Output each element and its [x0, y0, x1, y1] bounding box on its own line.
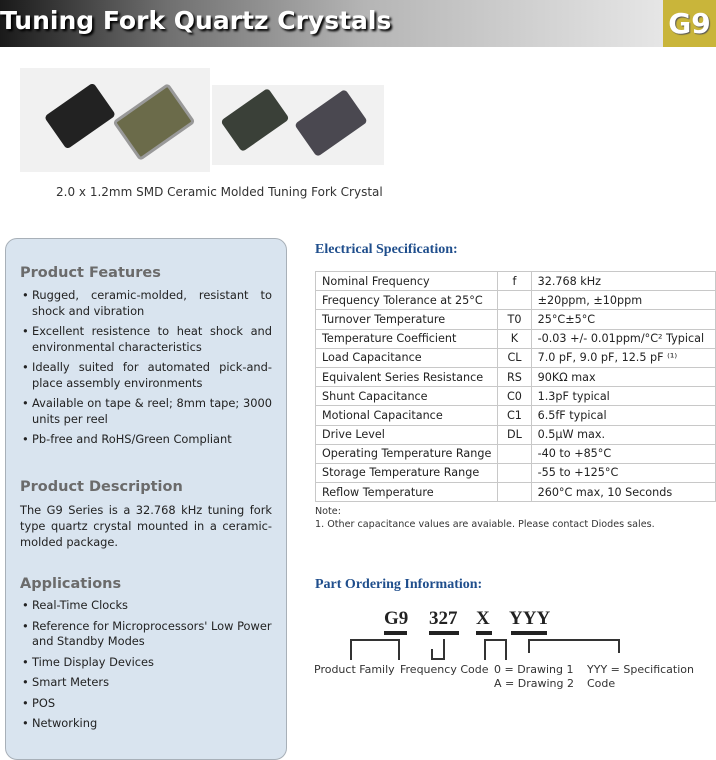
list-item: Networking — [20, 716, 272, 732]
symbol-cell: K — [497, 328, 532, 349]
symbol-cell: T0 — [497, 309, 532, 330]
list-item: Ideally suited for automated pick-and-pl… — [20, 360, 272, 391]
table-row: Equivalent Series Resistance RS 90KΩ max — [314, 366, 716, 388]
parameter-cell: Frequency Tolerance at 25°C — [314, 290, 499, 311]
table-row: Drive Level DL 0.5μW max. — [314, 424, 716, 445]
parameter-cell: Motional Capacitance — [314, 405, 499, 426]
value-cell: 1.3pF typical — [530, 386, 716, 407]
note-text: 1. Other capacitance values are avaiable… — [315, 519, 655, 530]
note-title: Note: — [315, 506, 341, 517]
table-row: Nominal Frequency f 32.768 kHz — [314, 270, 716, 292]
applications-list: Real-Time Clocks Reference for Microproc… — [20, 598, 272, 737]
label-drawing-2: A = Drawing 2 — [494, 677, 574, 690]
list-item: Smart Meters — [20, 675, 272, 691]
symbol-cell: DL — [497, 424, 532, 445]
value-cell: 32.768 kHz — [530, 270, 716, 292]
label-drawing-1: 0 = Drawing 1 — [494, 663, 574, 676]
label-frequency-code: Frequency Code — [400, 663, 489, 676]
value-cell: 6.5fF typical — [530, 405, 716, 426]
parameter-cell: Nominal Frequency — [314, 270, 499, 292]
parameter-cell: Turnover Temperature — [314, 309, 499, 330]
parameter-cell: Load Capacitance — [314, 347, 499, 368]
electrical-heading: Electrical Specification: — [315, 242, 458, 257]
code-spec: YYY — [509, 608, 551, 629]
bracket — [431, 649, 435, 659]
symbol-cell: C1 — [497, 405, 532, 426]
value-cell: 7.0 pF, 9.0 pF, 12.5 pF ⁽¹⁾ — [530, 347, 716, 368]
product-photo-2 — [212, 85, 384, 165]
symbol-cell: CL — [497, 347, 532, 368]
value-cell: 260°C max, 10 Seconds — [530, 482, 716, 503]
page-title: Tuning Fork Quartz Crystals — [0, 6, 392, 35]
bracket — [350, 639, 400, 660]
table-row: Operating Temperature Range -40 to +85°C — [314, 443, 716, 464]
list-item: Excellent resistence to heat shock and e… — [20, 324, 272, 355]
list-item: Reference for Microprocessors' Low Power… — [20, 619, 272, 650]
bracket — [528, 639, 620, 653]
applications-heading: Applications — [20, 576, 122, 592]
list-item: Rugged, ceramic-molded, resistant to sho… — [20, 288, 272, 319]
value-cell: 25°C±5°C — [530, 309, 716, 330]
underline — [476, 631, 492, 635]
parameter-cell: Temperature Coefficient — [314, 328, 499, 349]
list-item: Time Display Devices — [20, 655, 272, 671]
value-cell: -55 to +125°C — [530, 462, 716, 484]
value-cell: -0.03 +/- 0.01ppm/°C² Typical — [530, 328, 716, 349]
value-cell: 0.5μW max. — [530, 424, 716, 445]
list-item: Real-Time Clocks — [20, 598, 272, 614]
parameter-cell: Operating Temperature Range — [314, 443, 499, 464]
value-cell: ±20ppm, ±10ppm — [530, 290, 716, 311]
value-cell: -40 to +85°C — [530, 443, 716, 464]
label-product-family: Product Family — [314, 663, 395, 676]
list-item: Available on tape & reel; 8mm tape; 3000… — [20, 396, 272, 427]
list-item: Pb-free and RoHS/Green Compliant — [20, 432, 272, 448]
underline — [511, 631, 547, 635]
parameter-cell: Shunt Capacitance — [314, 386, 499, 407]
symbol-cell — [497, 290, 532, 311]
description-heading: Product Description — [20, 479, 183, 495]
symbol-cell: C0 — [497, 386, 532, 407]
code-drawing: X — [476, 608, 490, 629]
symbol-cell — [497, 482, 532, 503]
table-row: Turnover Temperature T0 25°C±5°C — [314, 309, 716, 330]
symbol-cell — [497, 443, 532, 464]
table-row: Shunt Capacitance C0 1.3pF typical — [314, 386, 716, 407]
list-item: POS — [20, 696, 272, 712]
table-row: Storage Temperature Range -55 to +125°C — [314, 462, 716, 484]
features-heading: Product Features — [20, 265, 161, 281]
parameter-cell: Storage Temperature Range — [314, 462, 499, 484]
code-family: G9 — [384, 608, 409, 629]
symbol-cell — [497, 462, 532, 484]
underline — [429, 631, 459, 635]
symbol-cell: f — [497, 270, 532, 292]
symbol-cell: RS — [497, 366, 532, 388]
code-frequency: 327 — [429, 608, 458, 629]
label-spec-code: YYY = Specification Code — [587, 663, 694, 690]
photo-caption: 2.0 x 1.2mm SMD Ceramic Molded Tuning Fo… — [56, 185, 383, 199]
features-list: Rugged, ceramic-molded, resistant to sho… — [20, 288, 272, 453]
table-row: Load Capacitance CL 7.0 pF, 9.0 pF, 12.5 p… — [314, 347, 716, 368]
parameter-cell: Equivalent Series Resistance — [314, 366, 499, 388]
electrical-spec-table: Nominal Frequency f 32.768 kHz Frequency To… — [314, 270, 716, 503]
parameter-cell: Reflow Temperature — [314, 482, 499, 503]
parameter-cell: Drive Level — [314, 424, 499, 445]
value-cell: 90KΩ max — [530, 366, 716, 388]
bracket — [431, 639, 445, 660]
table-row: Motional Capacitance C1 6.5fF typical — [314, 405, 716, 426]
series-badge: G9 — [663, 0, 716, 47]
ordering-heading: Part Ordering Information: — [315, 577, 483, 592]
table-row: Temperature Coefficient K -0.03 +/- 0.01pp… — [314, 328, 716, 349]
table-row: Reflow Temperature 260°C max, 10 Seconds — [314, 482, 716, 503]
header-banner: Tuning Fork Quartz Crystals — [0, 0, 663, 47]
underline — [384, 631, 407, 635]
spec-note: Note: 1. Other capacitance values are ava… — [315, 505, 655, 531]
description-text: The G9 Series is a 32.768 kHz tuning for… — [20, 503, 272, 549]
product-photo-1 — [20, 68, 210, 172]
bracket — [484, 639, 507, 660]
table-row: Frequency Tolerance at 25°C ±20ppm, ±10pp… — [314, 290, 716, 311]
